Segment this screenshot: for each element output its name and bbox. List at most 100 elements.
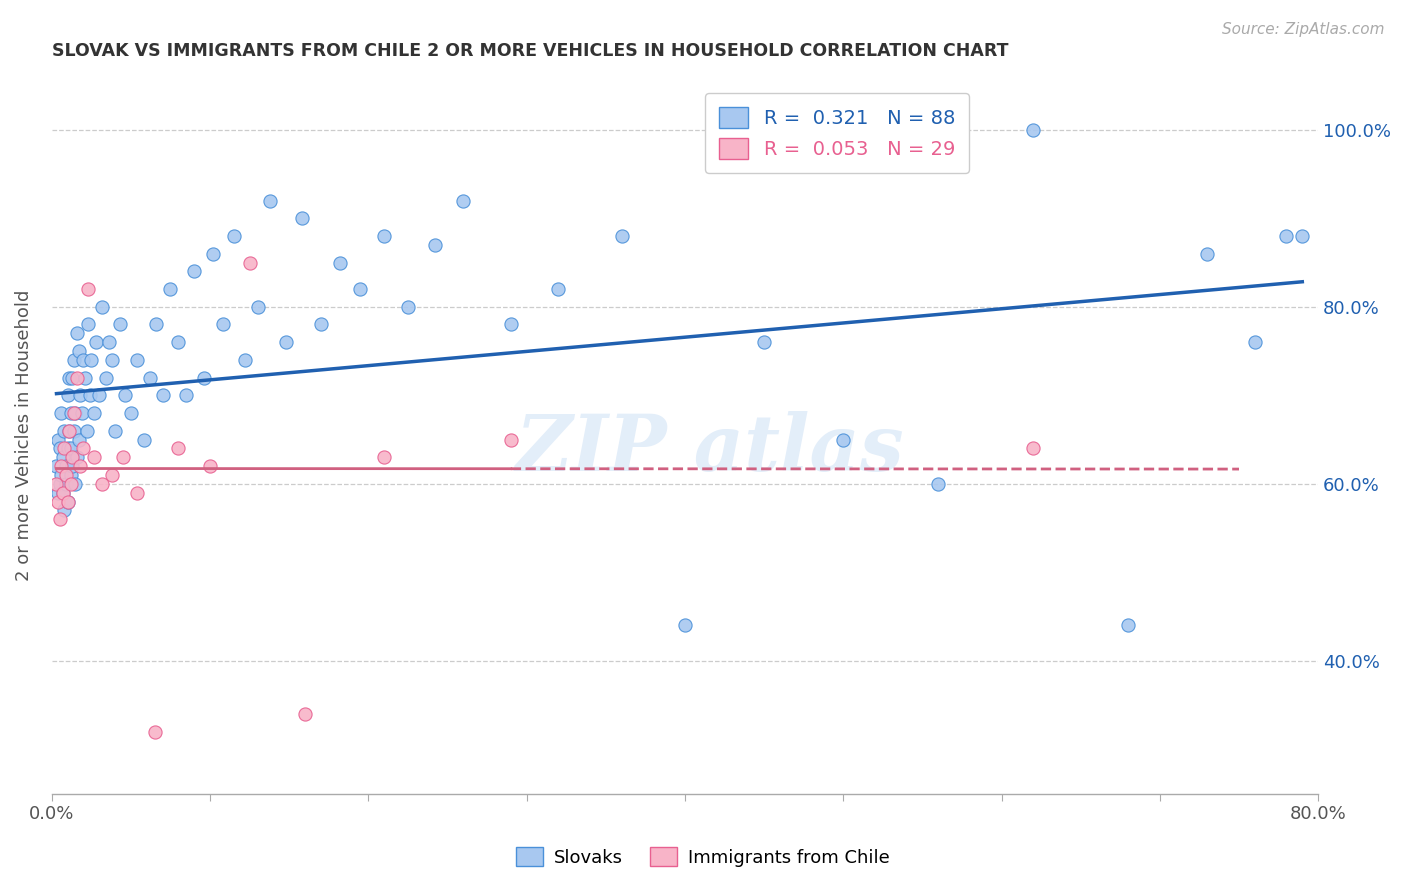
Point (97, 335, 120, 350)
Point (48, 442, 70, 456)
Point (139, 370, 162, 384)
Point (94, 370, 117, 384)
Point (101, 467, 124, 482)
Point (84, 335, 107, 350)
Point (51, 406, 73, 420)
Point (373, 450, 395, 465)
Point (91, 476, 114, 491)
Point (101, 352, 124, 367)
Point (127, 352, 149, 367)
Point (145, 318, 167, 332)
Point (114, 388, 136, 402)
Point (246, 300, 269, 314)
Point (143, 724, 166, 739)
Point (65, 476, 87, 491)
Point (58, 424, 80, 438)
Point (167, 442, 190, 456)
Point (80, 352, 103, 367)
Point (53, 503, 76, 517)
Point (77, 282, 100, 296)
Point (55, 459, 77, 474)
Point (83, 406, 105, 420)
Point (132, 433, 155, 447)
Point (832, 433, 855, 447)
Point (91, 300, 114, 314)
Y-axis label: 2 or more Vehicles in Household: 2 or more Vehicles in Household (15, 289, 32, 581)
Point (58, 424, 80, 438)
Point (547, 282, 569, 296)
Point (127, 485, 149, 500)
Point (48, 476, 70, 491)
Point (167, 335, 190, 350)
Point (233, 352, 256, 367)
Point (67, 344, 90, 359)
Point (752, 335, 775, 350)
Point (56, 494, 79, 508)
Point (69, 388, 91, 402)
Point (46, 485, 69, 500)
Text: ZIP atlas: ZIP atlas (516, 411, 904, 488)
Point (46, 494, 69, 508)
Point (211, 318, 233, 332)
Point (159, 282, 181, 296)
Point (63, 424, 86, 438)
Point (59, 442, 82, 456)
Point (1022, 442, 1045, 456)
Point (610, 229, 633, 244)
Point (202, 246, 225, 260)
Point (53, 442, 76, 456)
Point (55, 476, 77, 491)
Point (222, 229, 245, 244)
Text: SLOVAK VS IMMIGRANTS FROM CHILE 2 OR MORE VEHICLES IN HOUSEHOLD CORRELATION CHAR: SLOVAK VS IMMIGRANTS FROM CHILE 2 OR MOR… (52, 42, 1008, 60)
Point (453, 194, 475, 208)
Point (259, 194, 281, 208)
Point (58, 370, 80, 384)
Point (291, 211, 314, 226)
Point (56, 442, 79, 456)
Point (72, 442, 94, 456)
Point (60, 370, 83, 384)
Point (104, 424, 127, 438)
Point (499, 433, 522, 447)
Point (274, 335, 297, 350)
Point (52, 485, 75, 500)
Point (77, 318, 100, 332)
Point (52, 450, 75, 465)
Point (423, 237, 446, 252)
Text: Source: ZipAtlas.com: Source: ZipAtlas.com (1222, 22, 1385, 37)
Point (198, 459, 221, 474)
Point (329, 255, 352, 269)
Point (73, 370, 96, 384)
Point (1275, 229, 1298, 244)
Point (67, 433, 90, 447)
Point (111, 450, 134, 465)
Point (70, 406, 93, 420)
Point (1022, 122, 1045, 136)
Legend: R =  0.321   N = 88, R =  0.053   N = 29: R = 0.321 N = 88, R = 0.053 N = 29 (706, 94, 969, 173)
Point (53, 424, 76, 438)
Point (927, 476, 949, 491)
Point (55, 467, 77, 482)
Point (63, 352, 86, 367)
Point (1197, 246, 1219, 260)
Point (60, 450, 83, 465)
Point (673, 618, 696, 632)
Point (183, 264, 205, 278)
Point (56, 494, 79, 508)
Point (59, 467, 82, 482)
Point (45, 476, 67, 491)
Point (309, 318, 332, 332)
Point (349, 282, 371, 296)
Point (1243, 335, 1265, 350)
Point (294, 706, 316, 721)
Point (59, 476, 82, 491)
Point (193, 370, 215, 384)
Point (79, 388, 101, 402)
Point (373, 229, 395, 244)
Point (60, 459, 83, 474)
Point (63, 406, 86, 420)
Point (76, 424, 98, 438)
Point (45, 459, 67, 474)
Point (89, 388, 111, 402)
Legend: Slovaks, Immigrants from Chile: Slovaks, Immigrants from Chile (509, 840, 897, 874)
